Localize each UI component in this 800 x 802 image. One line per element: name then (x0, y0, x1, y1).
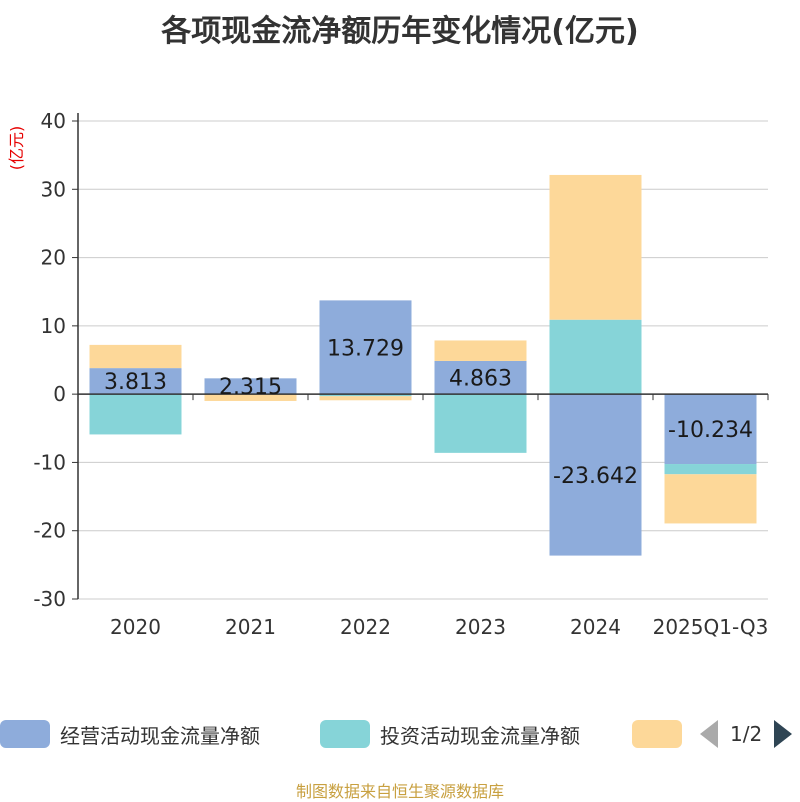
legend-item-investing[interactable]: 投资活动现金流量净额 (320, 716, 580, 752)
y-tick-label: 20 (41, 246, 66, 270)
y-tick-label: -20 (33, 519, 66, 543)
legend-pager: 1/2 (700, 716, 793, 752)
y-tick-label: 40 (41, 109, 66, 133)
y-axis-unit-label: (亿元) (7, 126, 26, 171)
bar-series0-2022 (319, 300, 412, 395)
y-tick-label: -30 (33, 587, 66, 611)
bar-series2-2020 (89, 344, 182, 369)
bar-series0-2025Q1-Q3 (664, 394, 757, 465)
y-tick-label: 10 (41, 314, 66, 338)
bar-series2-2022 (319, 396, 412, 401)
bar-series1-2025Q1-Q3 (664, 464, 757, 475)
legend-item-financing[interactable] (632, 716, 682, 752)
pager-indicator: 1/2 (730, 722, 763, 746)
bar-series0-2021 (204, 378, 297, 395)
x-tick-label: 2025Q1-Q3 (653, 615, 769, 639)
legend: 经营活动现金流量净额 投资活动现金流量净额 (0, 716, 800, 752)
legend-swatch-operating (0, 720, 50, 748)
y-tick-label: -10 (33, 450, 66, 474)
y-tick-label: 0 (53, 382, 66, 406)
data-label: -10.234 (668, 418, 753, 443)
x-tick-label: 2020 (110, 615, 161, 639)
x-tick-label: 2024 (570, 615, 621, 639)
bar-series0-2020 (89, 368, 182, 395)
legend-item-operating[interactable]: 经营活动现金流量净额 (0, 716, 260, 752)
x-tick-label: 2022 (340, 615, 391, 639)
data-label: -23.642 (553, 464, 638, 489)
x-tick-label: 2023 (455, 615, 506, 639)
bar-series2-2025Q1-Q3 (664, 474, 757, 524)
legend-swatch-investing (320, 720, 370, 748)
legend-swatch-financing (632, 720, 682, 748)
bar-series1-2022 (319, 394, 412, 397)
bar-series0-2023 (434, 360, 527, 395)
pager-prev-icon[interactable] (700, 720, 718, 748)
data-label: 2.315 (219, 375, 282, 400)
bar-series2-2021 (204, 394, 297, 401)
legend-label-investing: 投资活动现金流量净额 (380, 723, 580, 748)
data-label: 13.729 (327, 336, 404, 361)
data-label: 3.813 (104, 370, 167, 395)
bar-series2-2023 (434, 340, 527, 361)
legend-label-operating: 经营活动现金流量净额 (60, 723, 260, 748)
source-note: 制图数据来自恒生聚源数据库 (295, 782, 504, 801)
pager-next-icon[interactable] (774, 720, 793, 748)
bar-series2-2024 (549, 174, 642, 320)
data-label: 4.863 (449, 367, 512, 392)
bar-series1-2020 (89, 394, 182, 435)
bar-series1-2024 (549, 319, 642, 395)
x-tick-label: 2021 (225, 615, 276, 639)
bar-series0-2024 (549, 394, 642, 556)
bar-series1-2023 (434, 394, 527, 453)
y-tick-label: 30 (41, 177, 66, 201)
chart-title: 各项现金流净额历年变化情况(亿元) (161, 14, 639, 49)
